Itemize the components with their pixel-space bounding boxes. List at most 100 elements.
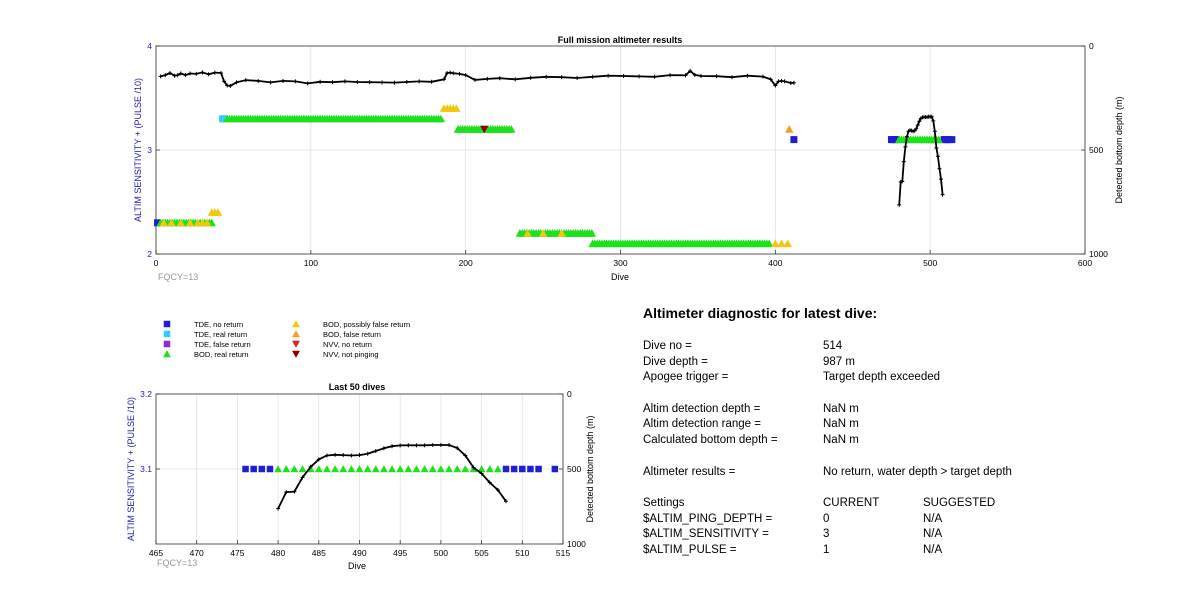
point-bod-possibly-false-return xyxy=(185,218,195,227)
point-bod-real-return xyxy=(298,465,307,473)
point-bod-real-return xyxy=(331,465,339,473)
ping-depth-label: $ALTIM_PING_DEPTH = xyxy=(643,512,773,525)
y-left-tick-label: 3.2 xyxy=(140,389,152,399)
point-bod-real-return xyxy=(388,465,396,473)
y-left-tick-label: 2 xyxy=(147,249,152,259)
point-bod-real-return xyxy=(764,239,774,248)
results-row: Altimeter results = No return, water dep… xyxy=(643,465,1183,481)
point-tde-no-return xyxy=(892,136,900,144)
point-bod-real-return xyxy=(363,465,372,473)
point-bod-possibly-false-return xyxy=(538,229,548,237)
y-right-tick-label: 0 xyxy=(567,389,572,399)
point-bod-real-return xyxy=(453,465,462,473)
main-chart-title: Full mission altimeter results xyxy=(558,35,683,45)
point-tde-no-return xyxy=(258,465,266,473)
detect-range-label: Altim detection range = xyxy=(643,418,761,431)
x-tick-label: 515 xyxy=(556,548,570,558)
main-y-label-left: ALTIM SENSITIVITY + (PULSE /10) xyxy=(133,78,143,222)
point-bod-real-return xyxy=(347,465,356,473)
y-left-tick-label: 4 xyxy=(147,41,152,51)
apogee-row: Apogee trigger = Target depth exceeded xyxy=(643,370,1183,386)
results-value: No return, water depth > target depth xyxy=(823,465,1012,478)
diagnostic-title: Altimeter diagnostic for latest dive: xyxy=(643,305,878,321)
x-tick-label: 400 xyxy=(768,258,782,268)
y-left-tick-label: 3.1 xyxy=(140,464,152,474)
x-tick-label: 500 xyxy=(434,548,448,558)
main-y-label-right: Detected bottom depth (m) xyxy=(1114,96,1124,203)
point-bod-possibly-false-return xyxy=(771,239,780,248)
legend-marker-nvv-no-return xyxy=(292,340,300,348)
x-tick-label: 100 xyxy=(304,258,318,268)
zoom-fqcy-label: FQCY=13 xyxy=(157,558,197,568)
detect-range-value: NaN m xyxy=(823,418,859,431)
zoom-chart-title: Last 50 dives xyxy=(329,382,386,392)
sensitivity-label: $ALTIM_SENSITIVITY = xyxy=(643,528,769,541)
ping-depth-row: $ALTIM_PING_DEPTH = 0 N/A xyxy=(643,512,1183,528)
legend-marker-bod-possibly-false-return xyxy=(292,320,300,328)
point-bod-possibly-false-return xyxy=(202,218,212,227)
legend-marker-tde-false-return xyxy=(163,340,171,348)
sensitivity-suggested: N/A xyxy=(923,528,943,541)
calc-bottom-value: NaN m xyxy=(823,434,859,447)
dive-depth-label: Dive depth = xyxy=(643,355,708,368)
detect-range-row: Altim detection range = NaN m xyxy=(643,417,1183,433)
dive-depth-value: 987 m xyxy=(823,355,855,368)
point-bod-real-return xyxy=(404,465,413,473)
y-right-tick-label: 500 xyxy=(1089,145,1103,155)
detect-depth-row: Altim detection depth = NaN m xyxy=(643,402,1183,418)
pulse-row: $ALTIM_PULSE = 1 N/A xyxy=(643,543,1183,559)
point-bod-possibly-false-return xyxy=(452,104,461,112)
series-detected-bottom-depth xyxy=(277,444,507,509)
x-tick-label: 480 xyxy=(271,548,285,558)
point-bod-possibly-false-return xyxy=(167,218,176,227)
x-tick-label: 470 xyxy=(190,548,204,558)
x-tick-label: 505 xyxy=(475,548,489,558)
point-bod-real-return xyxy=(339,465,348,473)
point-bod-real-return xyxy=(420,465,429,473)
zoom-x-label: Dive xyxy=(348,561,366,571)
point-bod-real-return xyxy=(371,465,380,473)
calc-bottom-row: Calculated bottom depth = NaN m xyxy=(643,433,1183,449)
legend-marker-tde-real-return xyxy=(163,330,171,338)
apogee-label: Apogee trigger = xyxy=(643,371,729,384)
zoom-y-label-left: ALTIM SENSITIVITY + (PULSE /10) xyxy=(126,397,136,541)
x-tick-label: 600 xyxy=(1078,258,1092,268)
point-bod-real-return xyxy=(290,465,299,473)
x-tick-label: 510 xyxy=(515,548,529,558)
x-tick-label: 475 xyxy=(230,548,244,558)
dive-no-label: Dive no = xyxy=(643,340,692,352)
point-bod-possibly-false-return xyxy=(557,229,566,237)
point-bod-real-return xyxy=(461,465,470,473)
point-tde-no-return xyxy=(266,465,274,473)
point-bod-real-return xyxy=(323,465,331,473)
y-left-tick-label: 3 xyxy=(147,145,152,155)
point-bod-real-return xyxy=(436,114,446,123)
point-bod-real-return xyxy=(477,465,486,473)
point-bod-possibly-false-return xyxy=(777,239,786,248)
sensitivity-row: $ALTIM_SENSITIVITY = 3 N/A xyxy=(643,527,1183,543)
suggested-header: SUGGESTED xyxy=(923,496,996,509)
legend-label-tde-false-return: TDE, false return xyxy=(194,340,251,349)
x-tick-label: 500 xyxy=(923,258,937,268)
ping-depth-current: 0 xyxy=(823,512,830,525)
point-tde-no-return xyxy=(551,465,559,473)
x-tick-label: 200 xyxy=(459,258,473,268)
point-bod-possibly-false-return xyxy=(523,229,532,237)
point-tde-no-return xyxy=(510,465,518,473)
zoom-y-label-right: Detected bottom depth (m) xyxy=(585,415,595,522)
x-tick-label: 490 xyxy=(352,548,366,558)
point-nvv-not-pinging xyxy=(480,125,489,134)
point-tde-no-return xyxy=(519,465,526,473)
pulse-suggested: N/A xyxy=(923,543,943,556)
point-bod-real-return xyxy=(445,465,453,473)
point-bod-real-return xyxy=(274,465,282,473)
y-right-tick-label: 1000 xyxy=(1089,249,1108,259)
x-tick-label: 0 xyxy=(154,258,159,268)
point-tde-no-return xyxy=(527,465,534,473)
point-bod-real-return xyxy=(355,465,364,473)
y-right-tick-label: 1000 xyxy=(567,539,586,549)
sensitivity-current: 3 xyxy=(823,528,830,541)
legend-marker-bod-real-return xyxy=(163,350,171,358)
settings-header-row: Settings CURRENT SUGGESTED xyxy=(643,496,1183,512)
